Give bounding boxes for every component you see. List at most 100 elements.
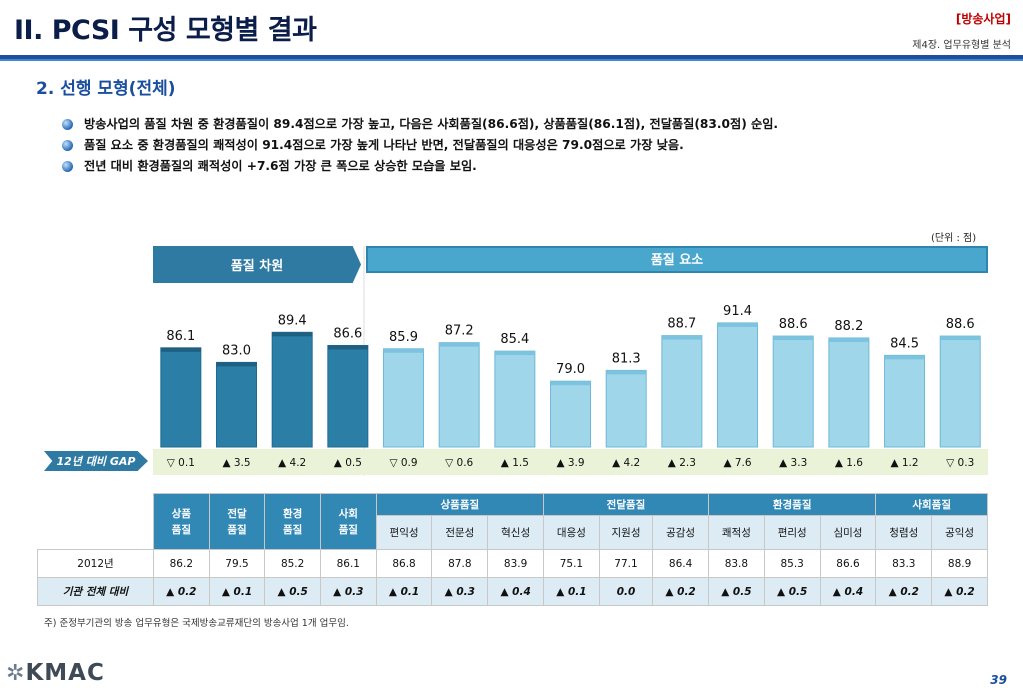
gap-value: ▲ 4.2	[278, 457, 306, 469]
element-header: 공익성	[931, 515, 988, 550]
bar	[216, 361, 258, 448]
unit-label: (단위 : 점)	[931, 233, 977, 244]
value-2012: 83.8	[707, 549, 765, 578]
value-compare: ▲ 0.2	[652, 577, 709, 606]
gap-value: ▽ 0.9	[389, 457, 417, 469]
value-compare: ▲ 0.1	[543, 577, 600, 606]
element-group-header: 상품품질	[375, 493, 545, 516]
value-compare: ▲ 0.4	[819, 577, 877, 606]
value-label: 85.9	[389, 330, 418, 345]
footnote: 주) 준정부기관의 방송 업무유형은 국제방송교류재단의 방송사업 1개 업무임…	[44, 618, 349, 629]
value-label: 86.1	[166, 329, 195, 344]
value-label: 79.0	[556, 362, 585, 377]
value-compare: ▲ 0.3	[319, 577, 377, 606]
header-rule-light	[0, 59, 1023, 61]
bar-cap	[160, 347, 201, 352]
dimension-header: 전달 품질	[208, 493, 266, 550]
element-header: 공감성	[652, 515, 709, 550]
bar-cap	[327, 345, 368, 350]
bar	[327, 344, 369, 448]
bar	[383, 348, 425, 448]
gap-band	[153, 449, 988, 475]
element-group-header: 사회품질	[875, 493, 988, 516]
bar	[438, 342, 480, 448]
bar-cap	[272, 332, 313, 337]
value-2012: 87.8	[431, 549, 489, 578]
bar-cap	[661, 335, 702, 340]
bar	[160, 347, 202, 448]
value-label: 88.6	[779, 317, 808, 332]
gap-value: ▲ 3.5	[222, 457, 250, 469]
bullet-icon	[62, 140, 73, 151]
page-title: II. PCSI 구성 모형별 결과	[14, 15, 317, 46]
gap-value: ▲ 7.6	[723, 457, 751, 469]
row-label-compare: 기관 전체 대비	[37, 577, 154, 606]
value-2012: 75.1	[543, 549, 600, 578]
value-2012: 85.2	[264, 549, 321, 578]
bullet-list: 방송사업의 품질 차원 중 환경품질이 89.4점으로 가장 높고, 다음은 사…	[62, 114, 778, 177]
element-group-header: 전달품질	[543, 493, 709, 516]
kmac-mark-icon: ✲	[6, 661, 26, 686]
element-group-header: 환경품질	[707, 493, 877, 516]
kmac-logo: ✲KMAC	[6, 660, 105, 686]
value-compare: ▲ 0.2	[153, 577, 210, 606]
value-label: 81.3	[612, 351, 641, 366]
value-compare: ▲ 0.4	[487, 577, 545, 606]
bar-cap	[828, 337, 869, 342]
element-header: 청렴성	[875, 515, 933, 550]
bar	[772, 335, 814, 448]
bar-cap	[606, 370, 647, 375]
header-rule	[0, 55, 1023, 59]
bar-cap	[550, 381, 591, 386]
gap-value: ▲ 4.2	[612, 457, 640, 469]
value-2012: 86.2	[153, 549, 210, 578]
bar-cap	[717, 322, 758, 327]
element-header: 지원성	[598, 515, 654, 550]
value-2012: 86.6	[819, 549, 877, 578]
bar	[550, 380, 592, 448]
value-label: 84.5	[890, 336, 919, 351]
gap-value: ▲ 1.2	[890, 457, 918, 469]
value-compare: ▲ 0.2	[931, 577, 988, 606]
value-2012: 83.3	[875, 549, 933, 578]
value-label: 85.4	[500, 332, 529, 347]
element-header: 전문성	[431, 515, 489, 550]
gap-value: ▲ 1.6	[835, 457, 863, 469]
gap-value: ▲ 2.3	[668, 457, 696, 469]
value-compare: 0.0	[598, 577, 654, 606]
bar	[661, 335, 703, 448]
bar-cap	[494, 351, 535, 356]
gap-value: ▽ 0.1	[167, 457, 195, 469]
bullet-item: 전년 대비 환경품질의 쾌적성이 +7.6점 가장 큰 폭으로 상승한 모습을 …	[62, 156, 778, 177]
value-compare: ▲ 0.2	[875, 577, 933, 606]
page-number: 39	[990, 673, 1007, 687]
element-group-header: 품질 요소	[366, 246, 988, 273]
bar	[828, 337, 870, 448]
chapter-label: 제4장. 업무유형별 분석	[912, 40, 1011, 51]
value-2012: 86.1	[319, 549, 377, 578]
bar-cap	[940, 336, 981, 341]
table-corner	[37, 493, 154, 550]
value-label: 83.0	[222, 343, 251, 358]
dimension-header: 상품 품질	[153, 493, 210, 550]
bar	[939, 335, 981, 448]
row-label-2012: 2012년	[37, 549, 154, 578]
gap-label: 12년 대비 GAP	[44, 451, 148, 471]
value-2012: 79.5	[208, 549, 266, 578]
bar-cap	[439, 342, 480, 347]
value-compare: ▲ 0.1	[208, 577, 266, 606]
bar-cap	[216, 362, 257, 367]
bullet-icon	[62, 161, 73, 172]
element-header: 쾌적성	[707, 515, 765, 550]
bar	[271, 331, 313, 448]
value-label: 89.4	[278, 313, 307, 328]
gap-value: ▲ 0.5	[334, 457, 362, 469]
value-2012: 86.8	[375, 549, 433, 578]
gap-value: ▽ 0.6	[445, 457, 473, 469]
data-table: 상품 품질 전달 품질 환경 품질 사회 품질 상품품질 전달품질 환경품질 사회품질 편익성 전…	[37, 493, 988, 606]
value-compare: ▲ 0.5	[707, 577, 765, 606]
bar-cap	[773, 336, 814, 341]
value-2012: 86.4	[652, 549, 709, 578]
element-header: 혁신성	[487, 515, 545, 550]
